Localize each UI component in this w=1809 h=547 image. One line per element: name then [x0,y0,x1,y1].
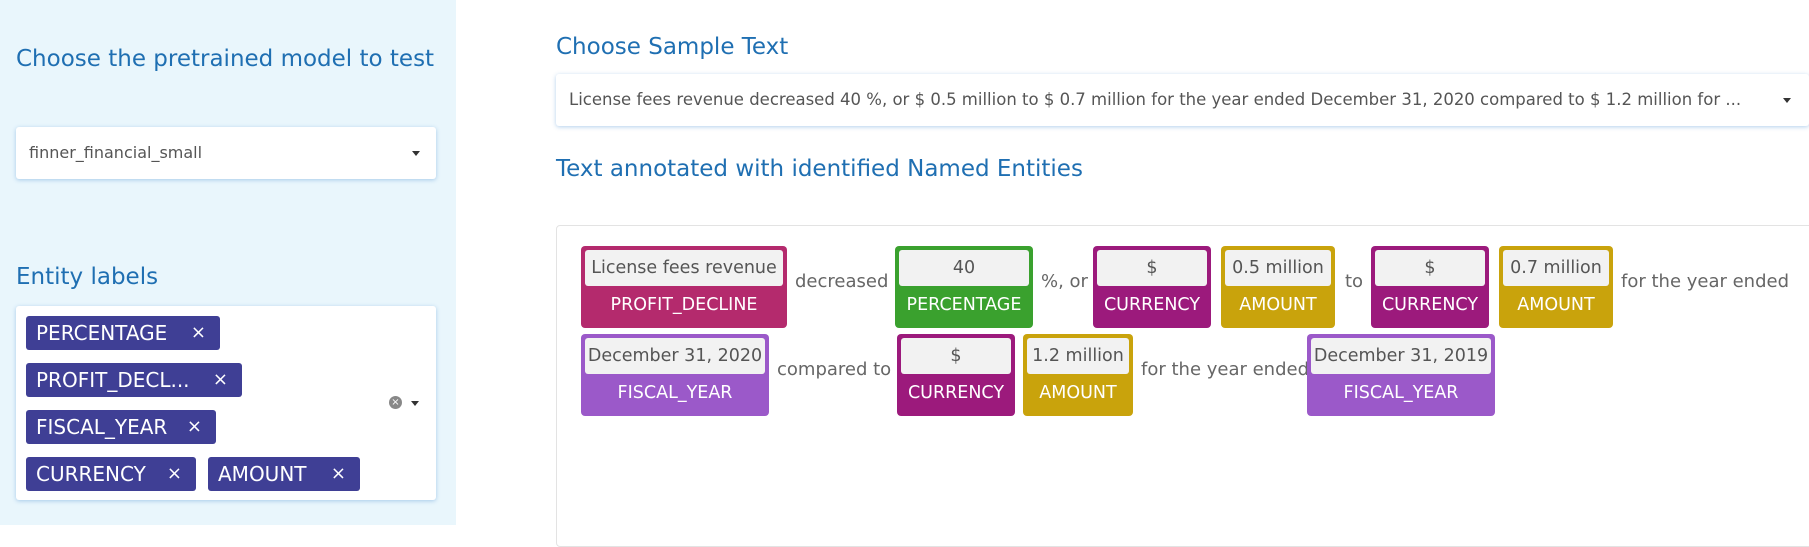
entity-currency: $ CURRENCY [1371,246,1489,328]
plain-text: compared to [777,359,892,380]
remove-tag-icon[interactable]: × [330,463,346,484]
remove-tag-icon[interactable]: × [212,369,228,390]
label-tag-text: CURRENCY [36,462,146,486]
entity-label: FISCAL_YEAR [617,383,733,403]
annotation-row-2: December 31, 2020 FISCAL_YEAR compared t… [557,334,1809,416]
sidebar: Choose the pretrained model to test finn… [0,0,456,525]
entity-text: 40 [899,250,1029,286]
model-select-value: finner_financial_small [29,143,203,162]
entity-profit-decline: License fees revenue PROFIT_DECLINE [581,246,787,328]
label-tag-amount: AMOUNT × [208,457,360,491]
remove-tag-icon[interactable]: × [186,416,202,437]
entity-label: PROFIT_DECLINE [610,295,758,315]
entity-amount: 0.7 million AMOUNT [1499,246,1613,328]
chevron-down-icon[interactable] [411,401,419,406]
entity-label: FISCAL_YEAR [1343,383,1459,403]
entity-labels-multiselect[interactable]: PERCENTAGE × PROFIT_DECL... × FISCAL_YEA… [16,306,436,500]
entity-text: 0.7 million [1503,250,1609,286]
entity-currency: $ CURRENCY [897,334,1015,416]
remove-tag-icon[interactable]: × [166,463,182,484]
entity-text: License fees revenue [585,250,783,286]
label-tag-text: AMOUNT [218,462,307,486]
entity-labels-heading: Entity labels [16,264,159,290]
label-tag-percentage: PERCENTAGE × [26,316,220,350]
model-select[interactable]: finner_financial_small [16,127,436,179]
sample-text-heading: Choose Sample Text [556,34,789,60]
entity-label: CURRENCY [1103,295,1201,315]
entity-label: AMOUNT [1039,383,1117,403]
entity-fiscal-year: December 31, 2020 FISCAL_YEAR [581,334,769,416]
entity-text: $ [901,338,1011,374]
remove-tag-icon[interactable]: × [190,322,206,343]
entity-currency: $ CURRENCY [1093,246,1211,328]
entity-text: 0.5 million [1225,250,1331,286]
label-tag-fiscal-year: FISCAL_YEAR × [26,410,216,444]
annotated-text-heading: Text annotated with identified Named Ent… [556,156,1083,182]
plain-text: decreased [795,271,889,292]
annotated-text-panel: License fees revenue PROFIT_DECLINE decr… [556,225,1809,547]
label-tag-profit-decline: PROFIT_DECL... × [26,363,242,397]
chevron-down-icon[interactable] [1783,98,1791,103]
entity-text: December 31, 2019 [1311,338,1491,374]
label-tag-text: PERCENTAGE [36,321,168,345]
chevron-down-icon[interactable] [412,151,420,156]
entity-amount: 0.5 million AMOUNT [1221,246,1335,328]
entity-label: CURRENCY [907,383,1005,403]
entity-percentage: 40 PERCENTAGE [895,246,1033,328]
plain-text: %, or [1041,271,1088,292]
sample-text-select[interactable]: License fees revenue decreased 40 %, or … [556,74,1809,126]
entity-amount: 1.2 million AMOUNT [1023,334,1133,416]
entity-label: PERCENTAGE [906,295,1022,315]
entity-fiscal-year: December 31, 2019 FISCAL_YEAR [1307,334,1495,416]
entity-text: $ [1097,250,1207,286]
label-tag-text: PROFIT_DECL... [36,368,190,392]
annotation-row-1: License fees revenue PROFIT_DECLINE decr… [557,246,1809,328]
sample-text-value: License fees revenue decreased 40 %, or … [569,90,1742,109]
clear-all-icon[interactable]: × [389,396,402,409]
entity-label: AMOUNT [1517,295,1595,315]
plain-text: for the year ended [1621,271,1790,292]
plain-text: for the year ended [1141,359,1310,380]
entity-label: AMOUNT [1239,295,1317,315]
entity-text: 1.2 million [1027,338,1129,374]
label-tag-currency: CURRENCY × [26,457,196,491]
entity-text: December 31, 2020 [585,338,765,374]
model-heading: Choose the pretrained model to test [16,46,435,72]
entity-text: $ [1375,250,1485,286]
label-tag-text: FISCAL_YEAR [36,415,168,439]
entity-label: CURRENCY [1381,295,1479,315]
plain-text: to [1345,271,1364,292]
